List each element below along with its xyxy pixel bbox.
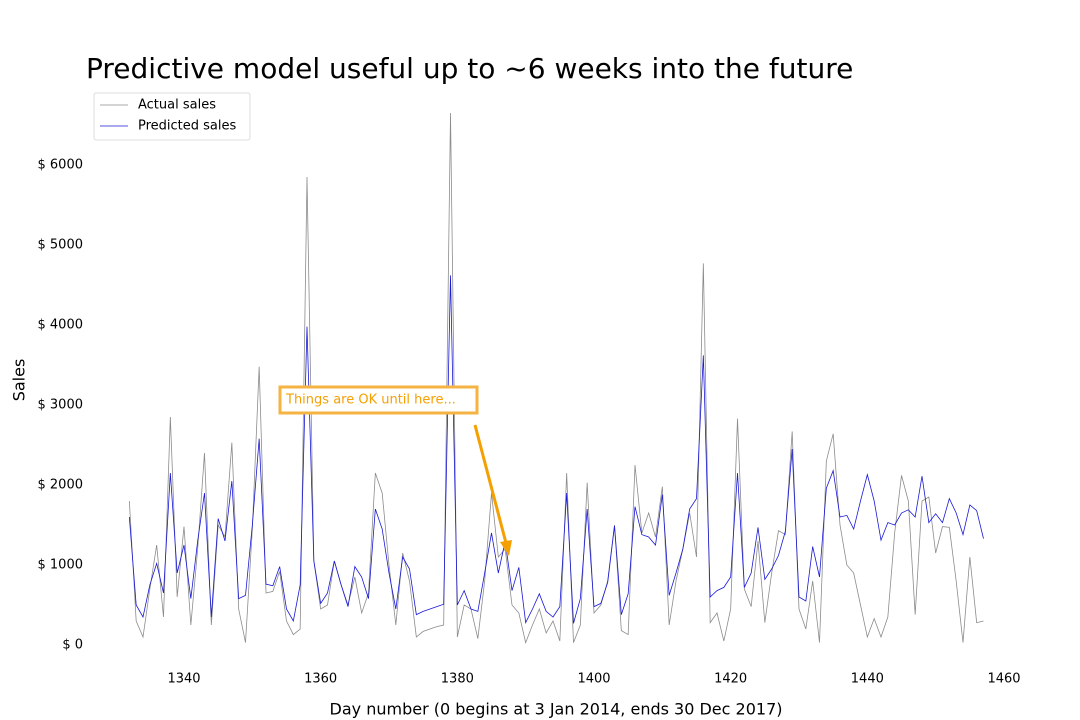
legend: Actual sales Predicted sales xyxy=(93,92,251,141)
annotation-box xyxy=(278,385,479,415)
x-tick-label: 1340 xyxy=(167,672,200,687)
y-tick-label: $ 5000 xyxy=(38,238,84,253)
series-line xyxy=(128,275,984,624)
chart-title: Predictive model useful up to ~6 weeks i… xyxy=(86,52,853,85)
annotation-text: Things are OK until here... xyxy=(285,393,456,408)
x-tick-label: 1420 xyxy=(714,672,747,687)
y-tick-label: $ 6000 xyxy=(38,158,84,173)
x-tick-label: 1440 xyxy=(851,672,884,687)
y-tick-label: $ 1000 xyxy=(38,558,84,573)
x-tick-label: 1380 xyxy=(441,672,474,687)
annotation-arrowhead xyxy=(500,540,512,556)
y-tick-label: $ 3000 xyxy=(38,398,84,413)
y-tick-label: $ 4000 xyxy=(38,318,84,333)
y-tick-label: $ 2000 xyxy=(38,478,84,493)
annotation: Things are OK until here... xyxy=(278,385,512,556)
legend-label: Predicted sales xyxy=(138,119,237,134)
annotation-arrow xyxy=(473,424,508,544)
y-axis-label: Sales xyxy=(10,359,29,402)
x-tick-label: 1360 xyxy=(304,672,337,687)
series-line xyxy=(128,112,984,644)
x-tick-label: 1400 xyxy=(577,672,610,687)
y-tick-label: $ 0 xyxy=(62,638,83,653)
x-axis-label: Day number (0 begins at 3 Jan 2014, ends… xyxy=(330,700,783,719)
legend-box xyxy=(93,92,251,141)
legend-label: Actual sales xyxy=(138,98,216,113)
x-tick-label: 1460 xyxy=(987,672,1020,687)
